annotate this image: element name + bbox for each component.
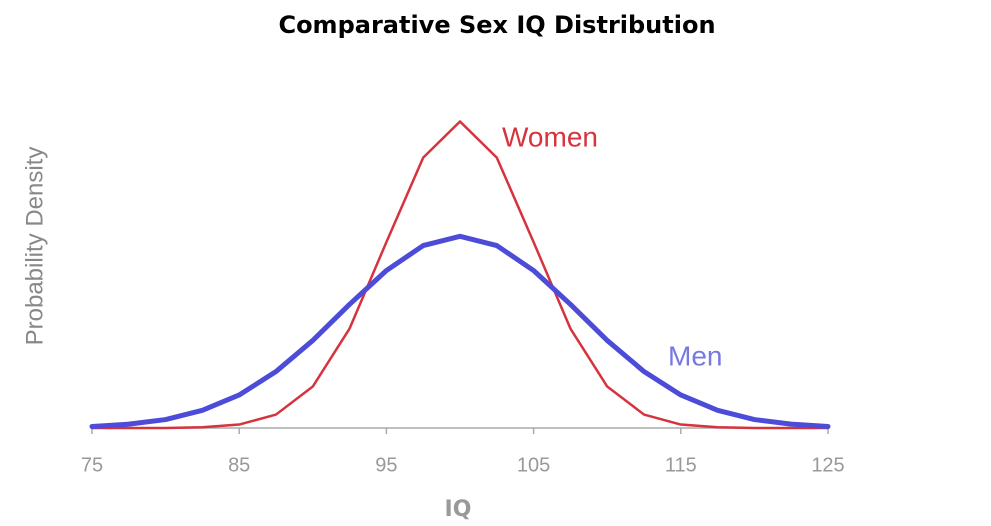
series-label: Women [502,121,598,152]
x-tick-label: 115 [665,454,697,476]
x-tick-label: 95 [375,454,397,476]
x-tick-label: 105 [517,454,550,476]
series-label: Men [668,340,722,371]
x-tick-label: 125 [811,454,844,476]
x-axis-label: IQ [445,497,472,522]
x-tick-label: 85 [228,454,250,476]
y-axis-label: Probability Density [21,147,48,346]
chart-title: Comparative Sex IQ Distribution [278,11,715,39]
x-tick-label: 75 [81,454,103,476]
series-line [90,120,830,430]
series-line [89,233,831,429]
